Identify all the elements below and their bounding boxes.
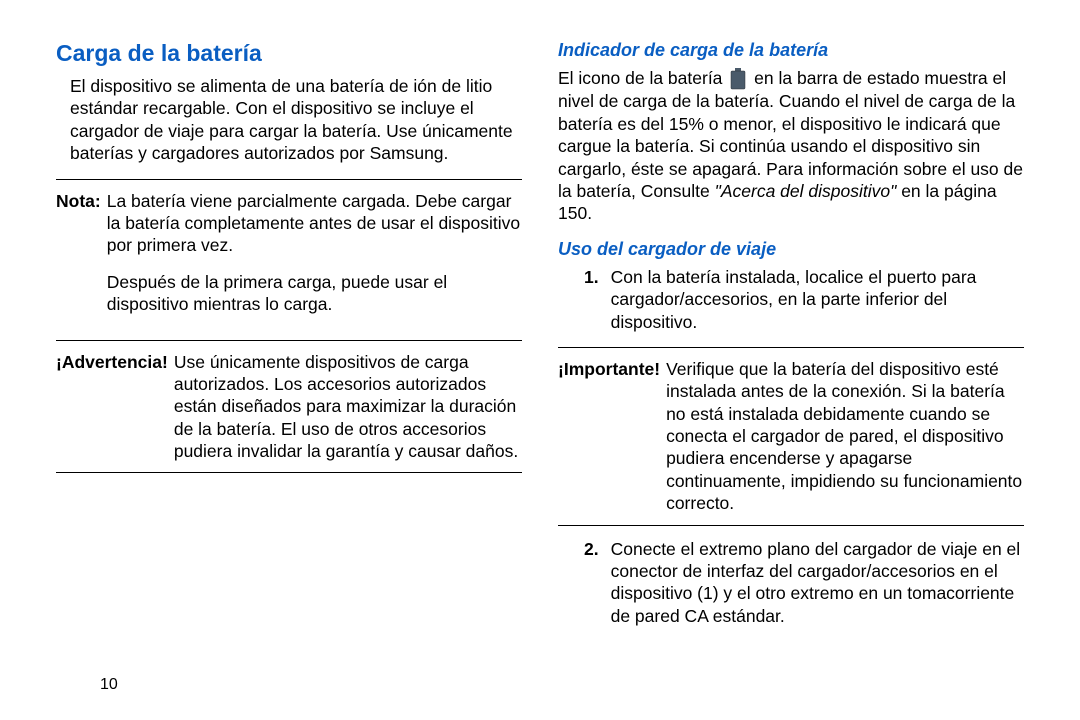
right-column: Indicador de carga de la batería El icon… <box>558 40 1024 641</box>
intro-paragraph: El dispositivo se alimenta de una baterí… <box>70 75 522 165</box>
important-body: Verifique que la batería del dispositivo… <box>666 358 1024 515</box>
battery-icon <box>729 68 747 90</box>
important-block: ¡Importante! Verifique que la batería de… <box>558 358 1024 515</box>
rule-bottom-important <box>558 525 1024 526</box>
heading-main: Carga de la batería <box>56 40 522 67</box>
rule-top-important <box>558 347 1024 348</box>
list-text-2: Conecte el extremo plano del cargador de… <box>611 538 1024 628</box>
note-body: La batería viene parcialmente cargada. D… <box>107 190 522 330</box>
note-p2: Después de la primera carga, puede usar … <box>107 271 522 316</box>
list-num-2: 2. <box>584 538 599 628</box>
important-label: ¡Importante! <box>558 358 660 380</box>
left-column: Carga de la batería El dispositivo se al… <box>56 40 522 641</box>
indicator-paragraph: El icono de la batería en la barra de es… <box>558 67 1024 225</box>
note-p1: La batería viene parcialmente cargada. D… <box>107 190 522 257</box>
list-num-1: 1. <box>584 266 599 333</box>
indicator-text-a: El icono de la batería <box>558 68 722 88</box>
warning-label: ¡Advertencia! <box>56 351 168 373</box>
rule-top-note <box>56 179 522 180</box>
rule-between <box>56 340 522 341</box>
list-text-1: Con la batería instalada, localice el pu… <box>611 266 1024 333</box>
indicator-ref: "Acerca del dispositivo" <box>715 181 897 201</box>
list-item-1: 1. Con la batería instalada, localice el… <box>584 266 1024 333</box>
two-column-layout: Carga de la batería El dispositivo se al… <box>56 40 1024 641</box>
rule-bottom-warn <box>56 472 522 473</box>
note-block: Nota: La batería viene parcialmente carg… <box>56 190 522 330</box>
warning-body: Use únicamente dispositivos de carga aut… <box>174 351 522 463</box>
subheading-indicator: Indicador de carga de la batería <box>558 40 1024 61</box>
page-number: 10 <box>100 676 118 694</box>
warning-block: ¡Advertencia! Use únicamente dispositivo… <box>56 351 522 463</box>
list-item-2: 2. Conecte el extremo plano del cargador… <box>584 538 1024 628</box>
note-label: Nota: <box>56 190 101 212</box>
subheading-charger: Uso del cargador de viaje <box>558 239 1024 260</box>
